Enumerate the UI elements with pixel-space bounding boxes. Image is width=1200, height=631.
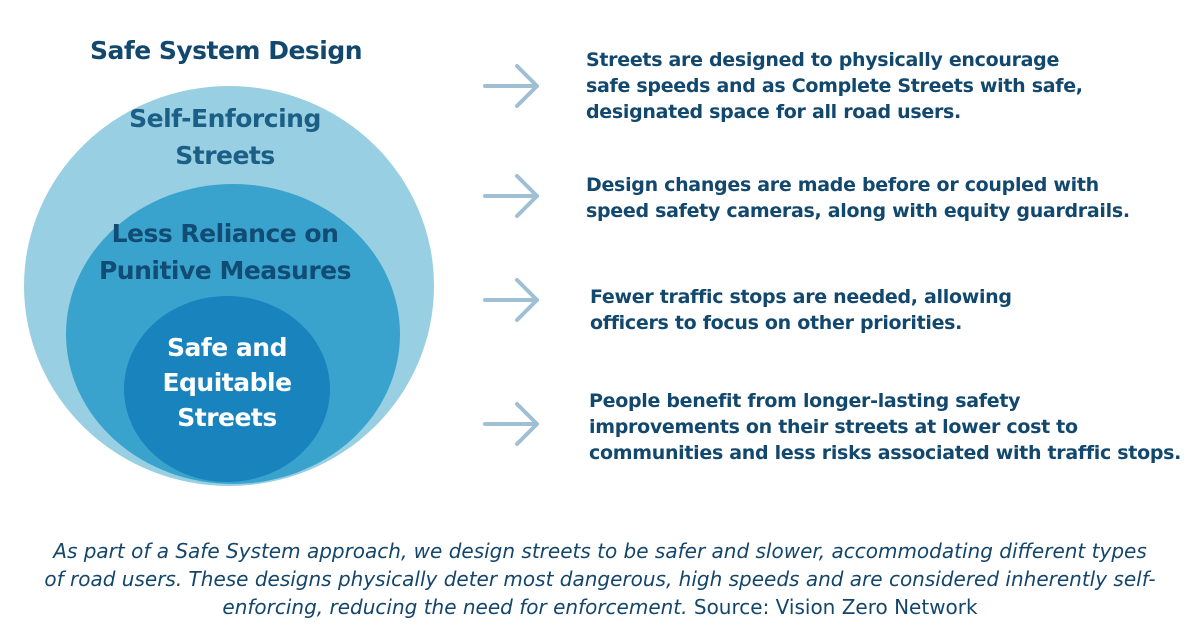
inner-circle-label-line: Equitable	[162, 368, 292, 397]
description-line: Design changes are made before or couple…	[586, 174, 1099, 196]
outer-circle-label-line: Streets	[175, 141, 275, 170]
inner-circle-label-line: Safe and	[167, 333, 287, 362]
outer-circle-label: Self-Enforcing Streets	[60, 100, 390, 174]
description-line: safe speeds and as Complete Streets with…	[586, 75, 1083, 97]
middle-circle-label-line: Punitive Measures	[98, 256, 352, 285]
middle-circle-label: Less Reliance on Punitive Measures	[60, 215, 390, 289]
description-line: designated space for all road users.	[586, 101, 961, 123]
inner-circle-label-line: Streets	[177, 403, 277, 432]
caption-line: enforcing, reducing the need for enforce…	[222, 595, 688, 619]
arrow-right-icon	[483, 64, 539, 108]
caption-last-line: enforcing, reducing the need for enforce…	[30, 593, 1170, 621]
description-4: People benefit from longer-lasting safet…	[589, 388, 1189, 466]
description-1: Streets are designed to physically encou…	[586, 47, 1186, 125]
description-line: improvements on their streets at lower c…	[589, 416, 1078, 438]
arrow-right-icon	[483, 278, 539, 322]
description-line: People benefit from longer-lasting safet…	[589, 390, 1021, 412]
caption: As part of a Safe System approach, we de…	[30, 537, 1170, 621]
description-line: Fewer traffic stops are needed, allowing	[590, 286, 1012, 308]
description-line: speed safety cameras, along with equity …	[586, 200, 1130, 222]
diagram-title: Safe System Design	[89, 36, 363, 65]
caption-line: As part of a Safe System approach, we de…	[53, 539, 1147, 563]
arrow-right-icon	[483, 174, 539, 218]
description-line: communities and less risks associated wi…	[589, 442, 1182, 464]
arrow-right-icon	[483, 402, 539, 446]
outer-circle-label-line: Self-Enforcing	[129, 104, 321, 133]
caption-line: of road users. These designs physically …	[44, 567, 1156, 591]
inner-circle-label: Safe and Equitable Streets	[127, 330, 327, 435]
description-3: Fewer traffic stops are needed, allowing…	[590, 284, 1190, 336]
description-line: Streets are designed to physically encou…	[586, 49, 1060, 71]
inner-circle	[124, 296, 330, 482]
description-2: Design changes are made before or couple…	[586, 172, 1186, 224]
middle-circle-label-line: Less Reliance on	[111, 219, 339, 248]
description-line: officers to focus on other priorities.	[590, 312, 963, 334]
caption-source: Source: Vision Zero Network	[693, 595, 978, 619]
